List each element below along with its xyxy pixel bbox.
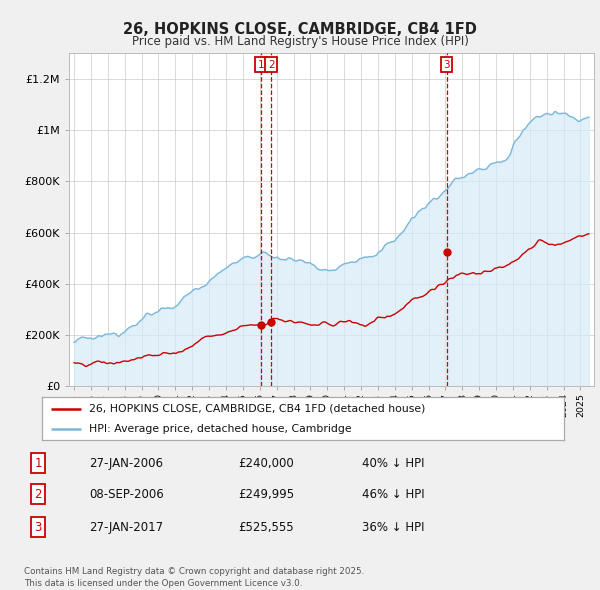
Text: 46% ↓ HPI: 46% ↓ HPI (362, 487, 425, 501)
Text: HPI: Average price, detached house, Cambridge: HPI: Average price, detached house, Camb… (89, 424, 352, 434)
Text: 1: 1 (257, 60, 264, 70)
Text: 08-SEP-2006: 08-SEP-2006 (89, 487, 164, 501)
Text: Price paid vs. HM Land Registry's House Price Index (HPI): Price paid vs. HM Land Registry's House … (131, 35, 469, 48)
Text: £240,000: £240,000 (238, 457, 294, 470)
Text: 36% ↓ HPI: 36% ↓ HPI (362, 520, 425, 534)
Text: 2: 2 (268, 60, 274, 70)
Text: 27-JAN-2006: 27-JAN-2006 (89, 457, 163, 470)
Text: 3: 3 (34, 520, 42, 534)
Text: £249,995: £249,995 (238, 487, 295, 501)
Text: 40% ↓ HPI: 40% ↓ HPI (362, 457, 425, 470)
Text: 26, HOPKINS CLOSE, CAMBRIDGE, CB4 1FD (detached house): 26, HOPKINS CLOSE, CAMBRIDGE, CB4 1FD (d… (89, 404, 425, 414)
Text: £525,555: £525,555 (238, 520, 294, 534)
Text: 26, HOPKINS CLOSE, CAMBRIDGE, CB4 1FD: 26, HOPKINS CLOSE, CAMBRIDGE, CB4 1FD (123, 22, 477, 37)
Text: Contains HM Land Registry data © Crown copyright and database right 2025.
This d: Contains HM Land Registry data © Crown c… (24, 568, 364, 588)
Text: 1: 1 (34, 457, 42, 470)
Text: 2: 2 (34, 487, 42, 501)
Text: 3: 3 (443, 60, 450, 70)
Text: 27-JAN-2017: 27-JAN-2017 (89, 520, 163, 534)
